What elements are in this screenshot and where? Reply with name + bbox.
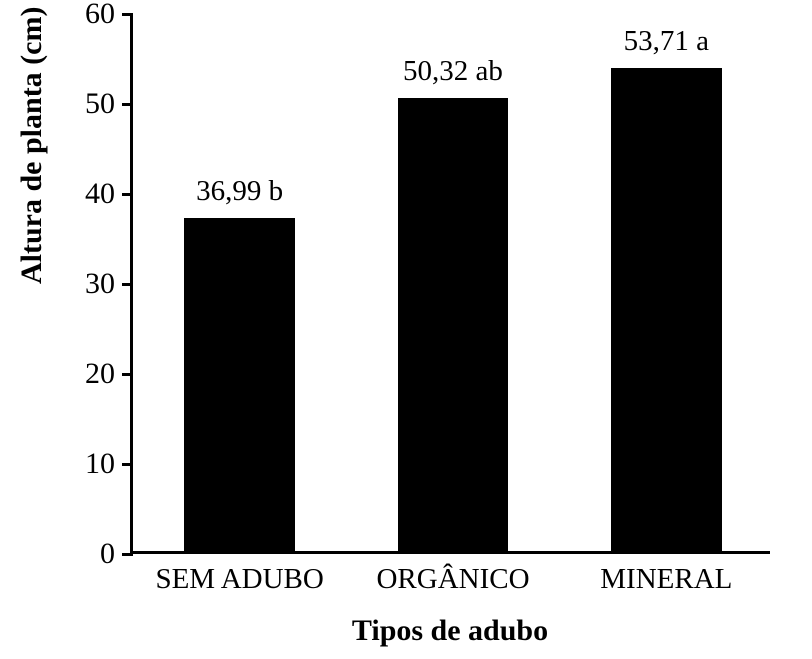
y-axis-title: Altura de planta (cm) xyxy=(15,7,49,284)
bars-layer: 36,99 b 50,32 ab 53,71 a xyxy=(133,14,770,551)
bar: 50,32 ab xyxy=(398,98,509,551)
bar-chart: Altura de planta (cm) 36,99 b 50,32 ab 53,… xyxy=(0,0,812,659)
y-tick-label: 40 xyxy=(85,177,133,211)
x-axis-title: Tipos de adubo xyxy=(352,614,548,648)
category-label: MINERAL xyxy=(600,551,732,596)
bar: 53,71 a xyxy=(611,68,722,551)
y-tick-label: 60 xyxy=(85,0,133,31)
bar-value-label: 36,99 b xyxy=(196,175,283,218)
bar: 36,99 b xyxy=(184,218,295,551)
category-label: SEM ADUBO xyxy=(155,551,323,596)
y-tick-label: 10 xyxy=(85,447,133,481)
y-tick-label: 50 xyxy=(85,87,133,121)
category-label: ORGÂNICO xyxy=(376,551,529,596)
bar-value-label: 53,71 a xyxy=(624,25,709,68)
bar-value-label: 50,32 ab xyxy=(403,55,503,98)
y-tick-label: 20 xyxy=(85,357,133,391)
y-tick-label: 30 xyxy=(85,267,133,301)
plot-area: 36,99 b50,32 ab53,71 a 0102030405060SEM … xyxy=(130,14,770,554)
y-tick-label: 0 xyxy=(100,537,133,571)
